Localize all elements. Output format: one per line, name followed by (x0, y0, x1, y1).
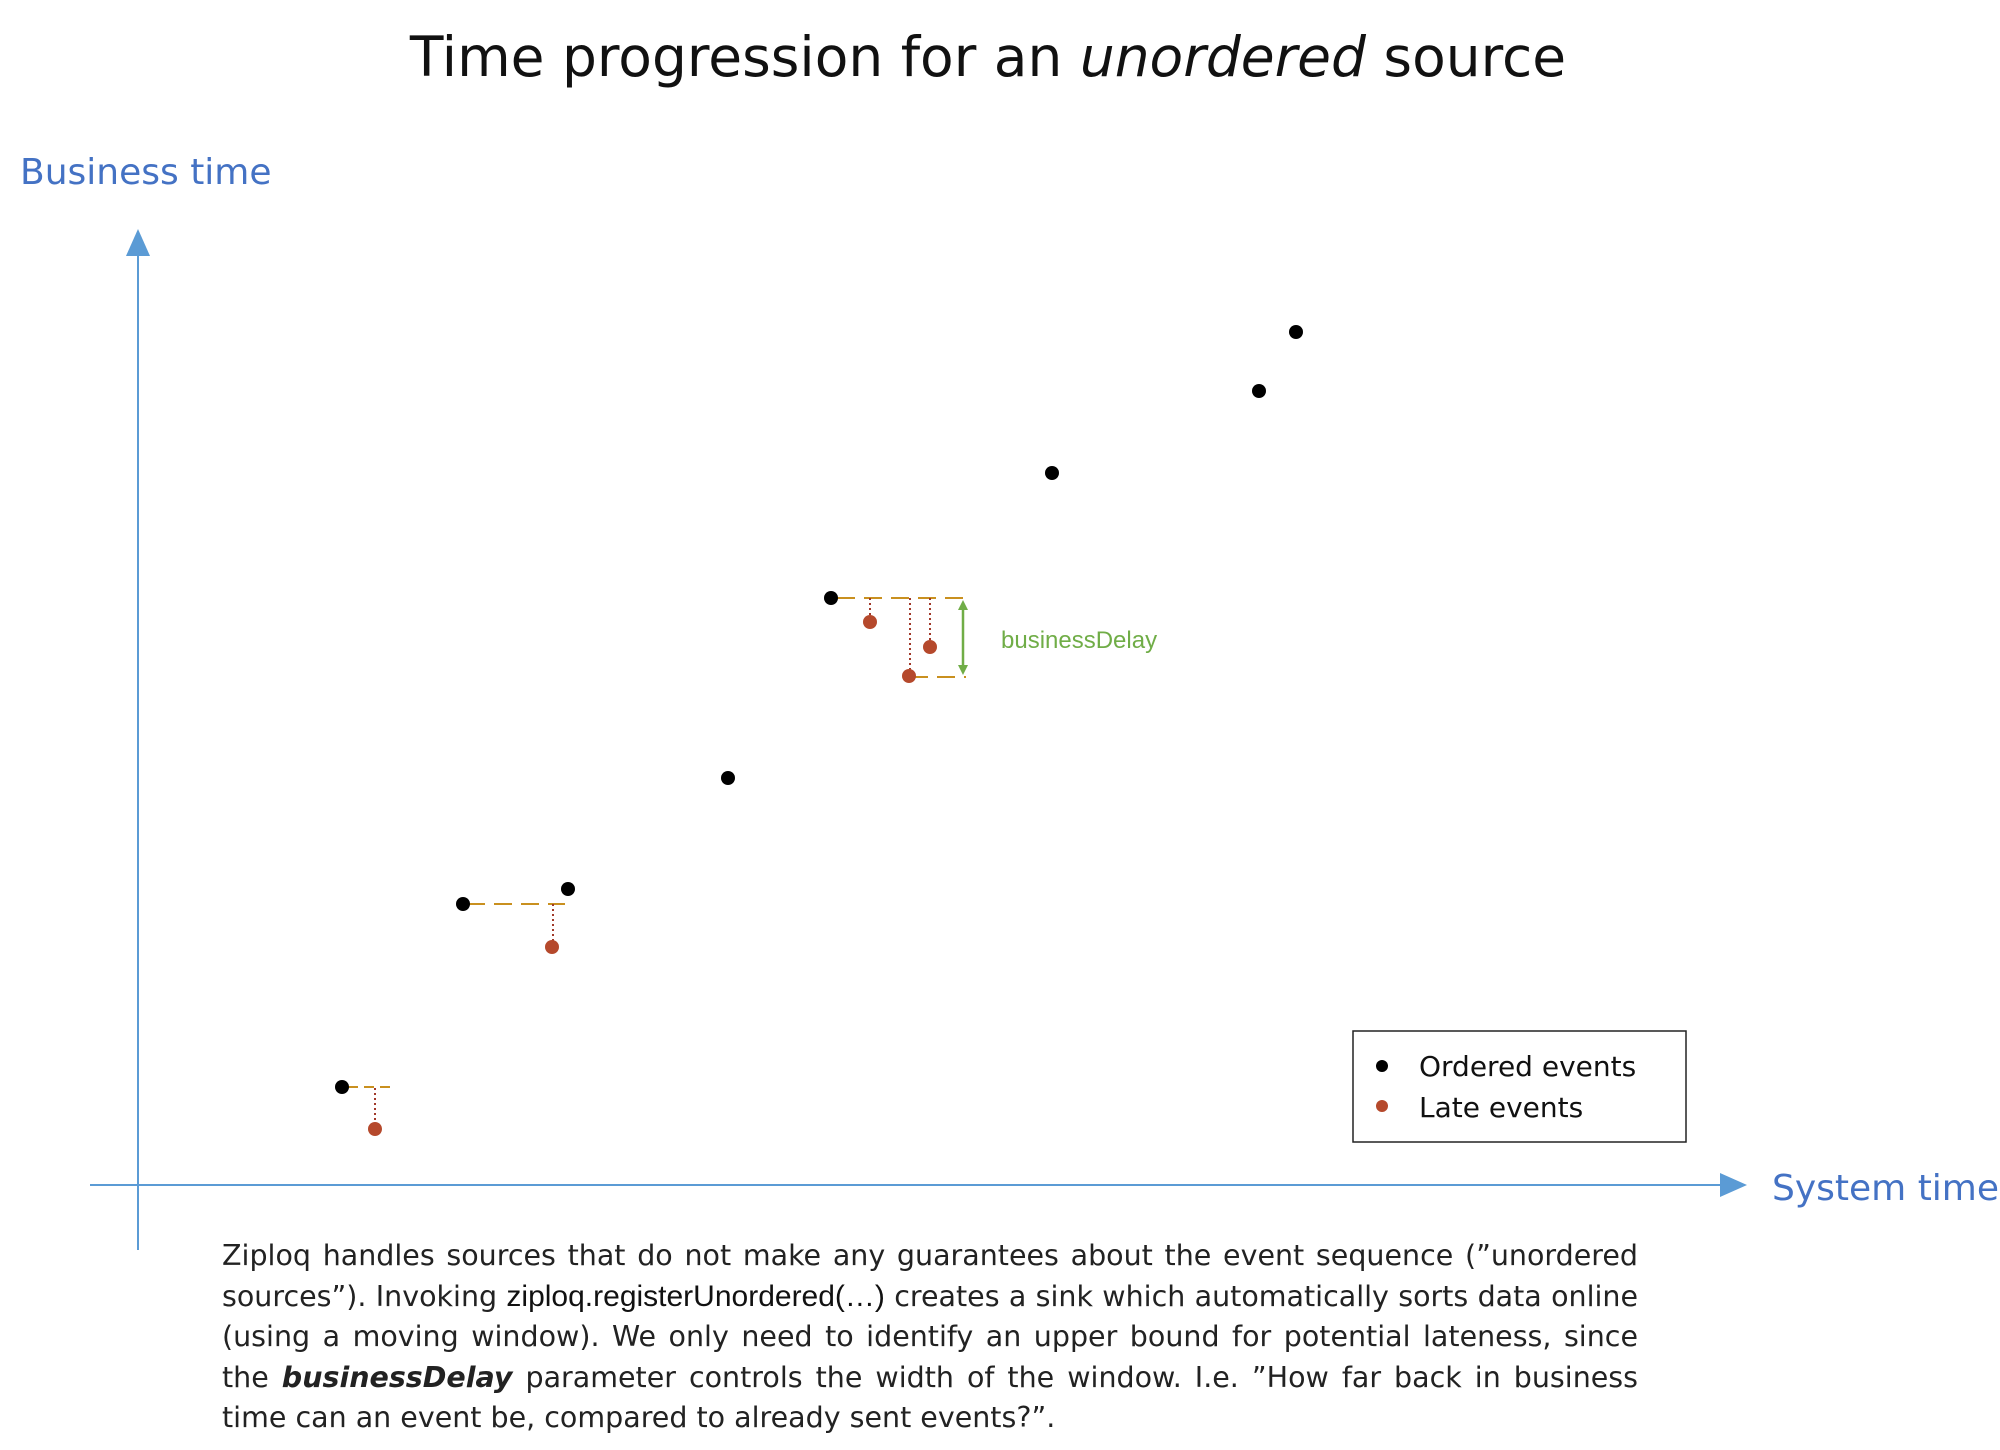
y-axis-arrow-icon (126, 229, 150, 256)
ordered-events (335, 325, 1303, 1094)
late-event-point (545, 940, 559, 954)
ordered-event-point (561, 882, 575, 896)
diagram-title: Time progression for an unordered source (409, 25, 1566, 89)
ordered-event-point (824, 591, 838, 605)
late-links (374, 598, 931, 1126)
business-delay-label: businessDelay (1001, 627, 1157, 654)
register-unordered-code: ziploq.registerUnordered(…) (506, 1279, 885, 1313)
late-event-point (902, 669, 916, 683)
legend-late-marker-icon (1376, 1100, 1388, 1112)
business-delay-param: businessDelay (281, 1360, 513, 1394)
late-event-point (863, 615, 877, 629)
ordered-event-point (1289, 325, 1303, 339)
description-text-2: creates a sink which automatically sorts… (222, 1279, 1639, 1394)
ordered-event-point (335, 1080, 349, 1094)
ordered-event-point (1252, 384, 1266, 398)
legend-ordered-label: Ordered events (1419, 1050, 1636, 1083)
legend-late-label: Late events (1419, 1091, 1583, 1124)
ordered-event-point (721, 771, 735, 785)
late-events (368, 615, 937, 1136)
x-axis-label: System time (1772, 1168, 1999, 1209)
ordered-event-point (1045, 466, 1059, 480)
late-event-point (368, 1122, 382, 1136)
late-event-point (923, 640, 937, 654)
legend-box (1352, 1030, 1687, 1143)
window-guides (348, 597, 966, 1088)
x-axis (90, 1173, 1747, 1197)
description-text-3: parameter controls the width of the wind… (222, 1360, 1638, 1435)
y-axis (126, 229, 150, 1250)
x-axis-arrow-icon (1720, 1173, 1747, 1197)
y-axis-label: Business time (20, 152, 272, 193)
description-paragraph: Ziploq handles sources that do not make … (222, 1236, 1638, 1439)
legend: Ordered events Late events (1352, 1030, 1687, 1143)
legend-ordered-marker-icon (1376, 1060, 1388, 1072)
ordered-event-point (456, 897, 470, 911)
description-text-1: Ziploq handles sources that do not make … (222, 1239, 1638, 1313)
